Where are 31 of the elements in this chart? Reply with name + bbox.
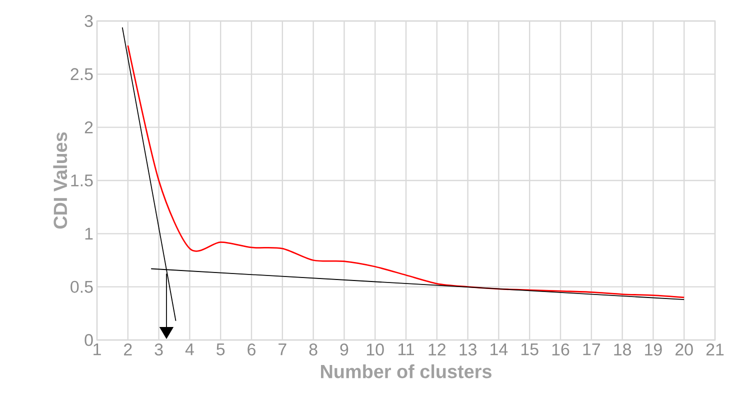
x-tick-label: 19 xyxy=(645,344,662,356)
x-tick-label: 12 xyxy=(428,344,446,356)
y-tick-label: 0 xyxy=(84,334,93,346)
y-tick-label: 1.5 xyxy=(71,174,93,186)
x-tick-label: 20 xyxy=(676,344,693,356)
x-tick-label: 17 xyxy=(583,344,600,356)
x-tick-label: 11 xyxy=(398,344,414,356)
y-axis-title: CDI Values xyxy=(53,132,68,229)
x-axis-title: Number of clusters xyxy=(321,364,492,378)
x-tick-label: 21 xyxy=(706,344,724,356)
x-tick-label: 14 xyxy=(490,344,508,356)
x-tick-label: 4 xyxy=(185,344,194,356)
x-tick-label: 7 xyxy=(278,344,286,356)
x-tick-label: 5 xyxy=(216,344,225,356)
x-tick-label: 16 xyxy=(552,344,570,356)
x-tick-label: 13 xyxy=(460,344,476,356)
y-tick-label: 1 xyxy=(85,228,93,240)
x-tick-label: 18 xyxy=(614,344,631,356)
line-series xyxy=(127,44,685,298)
x-tick-label: 1 xyxy=(94,344,101,356)
y-tick-label: 3 xyxy=(84,15,93,27)
x-tick-label: 2 xyxy=(124,344,132,356)
x-tick-label: 15 xyxy=(521,344,538,356)
y-tick-label: 0.5 xyxy=(70,280,93,293)
x-tick-label: 8 xyxy=(309,344,318,356)
x-tick-label: 6 xyxy=(248,344,256,356)
y-tick-label: 2 xyxy=(84,121,93,134)
x-tick-label: 3 xyxy=(154,344,163,356)
y-tick-label: 2.5 xyxy=(70,68,93,80)
x-tick-label: 9 xyxy=(340,344,348,356)
x-tick-label: 10 xyxy=(366,344,384,356)
